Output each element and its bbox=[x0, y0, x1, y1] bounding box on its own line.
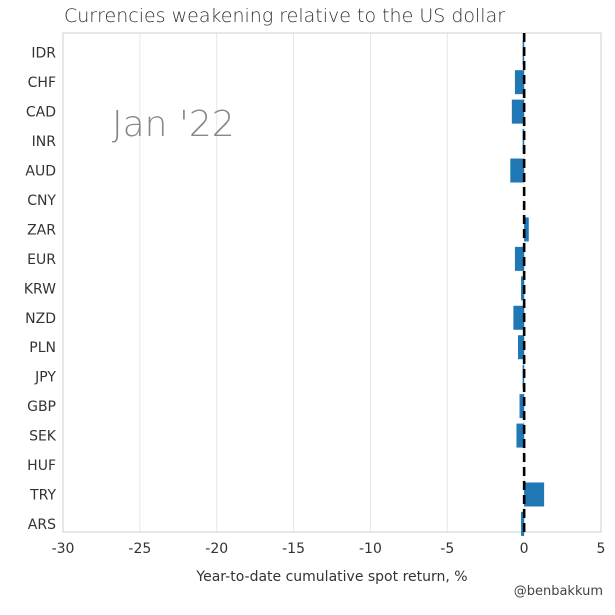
bar-aud bbox=[510, 158, 525, 183]
y-tick-label: CAD bbox=[26, 105, 56, 121]
y-tick-label: ARS bbox=[28, 517, 56, 533]
bar-ars bbox=[521, 511, 525, 536]
x-tick-label: -15 bbox=[282, 541, 305, 557]
x-axis-label: Year-to-date cumulative spot return, % bbox=[195, 569, 467, 585]
x-tick-label: -20 bbox=[205, 541, 228, 557]
y-tick-label: JPY bbox=[34, 370, 56, 386]
x-tick-label: -10 bbox=[359, 541, 382, 557]
credit-text: @benbakkum bbox=[513, 584, 603, 599]
x-tick-label: 5 bbox=[597, 541, 606, 557]
y-tick-label: CNY bbox=[27, 193, 56, 209]
y-tick-label: GBP bbox=[27, 399, 56, 415]
y-tick-label: KRW bbox=[24, 281, 56, 297]
x-tick-label: -5 bbox=[440, 541, 454, 557]
x-tick-label: -30 bbox=[52, 541, 75, 557]
y-tick-label: ZAR bbox=[27, 222, 56, 238]
y-tick-label: NZD bbox=[25, 311, 56, 327]
bar-nzd bbox=[513, 305, 525, 330]
plot-frame bbox=[62, 32, 602, 533]
y-tick-label: SEK bbox=[29, 429, 57, 445]
x-tick-label: -25 bbox=[128, 541, 151, 557]
chart-title: Currencies weakening relative to the US … bbox=[64, 5, 506, 27]
y-tick-label: AUD bbox=[25, 164, 56, 180]
bar-zar bbox=[524, 217, 529, 242]
bar-eur bbox=[514, 246, 525, 271]
bar-try bbox=[524, 482, 545, 507]
annotation-label: Jan '22 bbox=[112, 104, 235, 145]
bar-krw bbox=[521, 276, 525, 301]
y-tick-label: INR bbox=[32, 134, 57, 150]
y-tick-label: CHF bbox=[28, 75, 56, 91]
bar-sek bbox=[516, 423, 525, 448]
bar-gbp bbox=[519, 394, 525, 419]
bar-chf bbox=[514, 70, 525, 95]
y-tick-label: HUF bbox=[27, 458, 56, 474]
bar-pln bbox=[517, 335, 525, 360]
x-tick-label: 0 bbox=[520, 541, 529, 557]
bar-cad bbox=[511, 99, 525, 124]
bar-inr bbox=[522, 129, 525, 154]
y-tick-label: TRY bbox=[29, 487, 56, 503]
y-tick-label: IDR bbox=[31, 46, 56, 62]
y-tick-label: EUR bbox=[27, 252, 56, 268]
y-tick-label: PLN bbox=[29, 340, 56, 356]
